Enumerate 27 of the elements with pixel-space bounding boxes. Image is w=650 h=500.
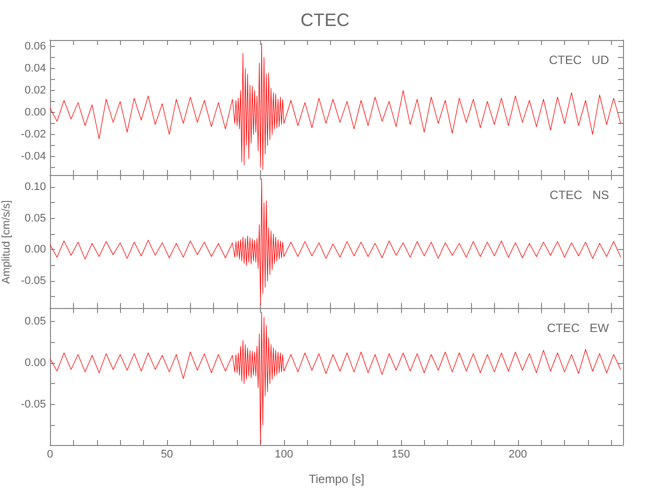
y-tick-label: -0.05 [20, 275, 46, 288]
y-tick-label: 0.02 [24, 84, 46, 96]
y-tick-label: -0.04 [20, 150, 46, 162]
chart-title: CTEC [300, 10, 350, 30]
x-tick-label: 200 [508, 448, 527, 460]
y-axis-title: Amplitud [cm/s/s] [0, 200, 12, 284]
y-tick-label: 0.10 [24, 180, 46, 193]
y-tick-label: 0.00 [24, 356, 46, 369]
y-tick-label: 0.05 [24, 315, 46, 328]
x-tick-label: 150 [392, 448, 410, 460]
line-series [50, 42, 621, 170]
y-tick-label: 0.04 [24, 62, 46, 75]
y-tick-label: 0.00 [24, 244, 46, 256]
y-tick-label: 0.00 [24, 106, 46, 118]
y-tick-label: -0.05 [20, 398, 46, 410]
y-tick-label: -0.02 [20, 128, 46, 140]
line-series [50, 312, 621, 444]
annotation: CTEC UD [549, 53, 610, 67]
x-axis-title: Tiempo [s] [308, 472, 364, 486]
y-tick-label: 0.06 [24, 40, 46, 53]
y-tick-label: 0.05 [24, 212, 46, 224]
annotation: CTEC NS [550, 188, 609, 202]
x-tick-label: 50 [160, 448, 174, 460]
x-tick-label: 0 [46, 448, 54, 460]
x-tick-label: 100 [274, 448, 294, 460]
annotation: CTEC EW [547, 321, 610, 335]
line-series [50, 178, 621, 306]
